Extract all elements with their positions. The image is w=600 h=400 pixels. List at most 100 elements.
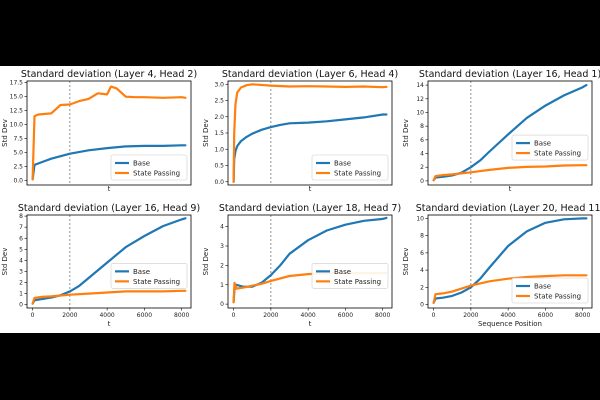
legend-label: State Passing [334, 278, 381, 286]
y-tick-label: 1.5 [214, 130, 224, 137]
y-tick-label: 6 [420, 137, 424, 144]
chart-panel-1: Standard deviation (Layer 4, Head 2) 0.0 2… [1, 69, 197, 193]
legend-label: Base [534, 283, 551, 291]
y-tick-label: 8 [19, 213, 23, 220]
y-axis-label: Std Dev [1, 248, 9, 276]
legend-box [110, 263, 188, 289]
x-tick-label: 0 [31, 312, 35, 319]
y-tick-label: 1 [19, 291, 23, 298]
chart-panel-2: Standard deviation (Layer 6, Head 4) 0.0 0… [202, 69, 398, 193]
y-tick-label: 1 [220, 282, 224, 289]
y-tick-label: 0.0 [214, 179, 224, 186]
x-tick-label: 0 [432, 312, 436, 319]
legend-label: Base [334, 160, 351, 168]
y-tick-label: 4 [19, 257, 23, 264]
legend-label: State Passing [534, 150, 581, 158]
y-axis-label: Std Dev [402, 119, 410, 147]
plot-frame [26, 80, 192, 186]
y-tick-label: 4 [420, 267, 424, 274]
y-axis-label: Std Dev [402, 248, 410, 276]
legend-label: Base [534, 140, 551, 148]
y-tick-label: 2 [420, 164, 424, 171]
legend: Base State Passing [110, 263, 188, 289]
x-tick-label: 4000 [300, 312, 315, 319]
legend: Base State Passing [511, 277, 589, 304]
x-tick-label: 6000 [538, 312, 553, 319]
legend-label: State Passing [133, 170, 180, 178]
x-tick-label: 2000 [62, 312, 77, 319]
plot-frame [427, 214, 593, 309]
series-line-state-passing [432, 274, 588, 304]
chart-title: Standard deviation (Layer 16, Head 1) [419, 69, 600, 80]
y-tick-label: 5.0 [13, 150, 23, 157]
chart-title: Standard deviation (Layer 20, Head 11) [416, 203, 600, 214]
y-tick-label: 3 [220, 243, 224, 250]
series-line-base [432, 84, 588, 182]
x-tick-label: 4000 [500, 312, 515, 319]
series-line-base [232, 216, 388, 304]
y-tick-label: 12.5 [10, 108, 24, 115]
y-axis-label: Std Dev [202, 119, 210, 147]
x-tick-label: 8000 [575, 312, 590, 319]
x-tick-label: 8000 [174, 312, 189, 319]
legend-box [511, 277, 589, 304]
y-tick-label: 8 [420, 123, 424, 130]
x-tick-label: 2000 [463, 312, 478, 319]
y-tick-label: 0 [420, 178, 424, 185]
x-tick-label: 2000 [263, 312, 278, 319]
y-tick-label: 6 [19, 235, 23, 242]
legend-box [511, 134, 589, 161]
y-tick-label: 2.0 [214, 114, 224, 121]
chart-title: Standard deviation (Layer 16, Head 9) [18, 203, 200, 214]
x-tick-label: 6000 [338, 312, 353, 319]
plot-frame [26, 214, 192, 309]
chart-panel-5: Standard deviation (Layer 18, Head 7) 0 1 2… [202, 203, 401, 328]
y-tick-label: 3.0 [214, 81, 224, 88]
y-tick-label: 7.5 [13, 136, 23, 143]
x-axis-label: t [309, 185, 312, 193]
legend-box [311, 154, 389, 181]
x-axis-label: Sequence Position [478, 320, 542, 328]
legend-label: Base [334, 268, 351, 276]
figure-canvas: Standard deviation (Layer 4, Head 2) 0.0 2… [1, 69, 600, 328]
y-tick-label: 17.5 [10, 80, 24, 87]
legend-label: State Passing [133, 278, 180, 286]
series-line-state-passing [232, 83, 388, 183]
y-tick-label: 1.0 [214, 146, 224, 153]
x-tick-label: 4000 [99, 312, 114, 319]
y-tick-label: 0.0 [13, 178, 23, 185]
y-tick-label: 2 [19, 280, 23, 287]
x-axis-label: t [309, 320, 312, 328]
series-line-base [31, 144, 187, 181]
y-tick-label: 2 [420, 284, 424, 291]
x-axis-label: t [108, 185, 111, 193]
chart-title: Standard deviation (Layer 18, Head 7) [219, 203, 401, 214]
y-tick-label: 7 [19, 224, 23, 231]
legend-box [311, 263, 389, 289]
y-tick-label: 10 [416, 109, 424, 116]
x-axis-label: t [108, 320, 111, 328]
figure: Standard deviation (Layer 4, Head 2) 0.0 2… [0, 66, 600, 333]
legend: Base State Passing [311, 263, 389, 289]
legend-label: Base [133, 160, 150, 168]
x-axis-label: t [509, 185, 512, 193]
legend: Base State Passing [110, 154, 188, 181]
y-tick-label: 3 [19, 268, 23, 275]
y-tick-label: 6 [420, 250, 424, 257]
legend-label: Base [133, 268, 150, 276]
series-line-base [31, 217, 187, 305]
chart-panel-4: Standard deviation (Layer 16, Head 9) 0 1 2… [1, 203, 200, 328]
plot-frame [427, 80, 593, 186]
y-tick-label: 15.0 [10, 94, 24, 101]
y-tick-label: 4 [420, 151, 424, 158]
series-line-base [232, 113, 388, 183]
y-axis-label: Std Dev [1, 119, 9, 147]
series-line-state-passing [31, 289, 187, 305]
x-tick-label: 6000 [137, 312, 152, 319]
y-tick-label: 2 [220, 262, 224, 269]
legend-label: State Passing [334, 170, 381, 178]
y-tick-label: 0 [420, 302, 424, 309]
series-line-base [432, 217, 588, 304]
legend: Base State Passing [511, 134, 589, 161]
legend-box [110, 154, 188, 181]
